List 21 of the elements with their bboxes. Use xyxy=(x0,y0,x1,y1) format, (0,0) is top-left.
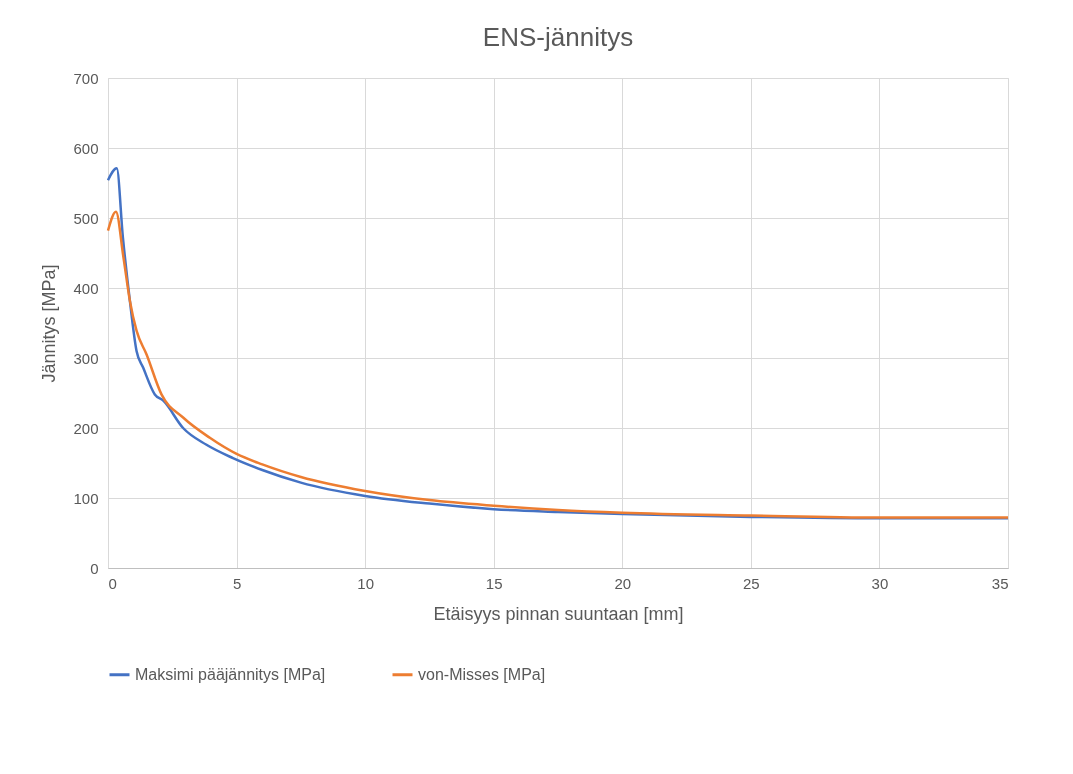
y-tick-label: 0 xyxy=(90,559,99,577)
x-tick-label: 30 xyxy=(871,574,889,592)
x-tick-label: 25 xyxy=(743,574,760,592)
y-tick-label: 400 xyxy=(73,279,99,297)
y-tick-label: 200 xyxy=(73,419,99,437)
x-axis-title: Etäisyys pinnan suuntaan [mm] xyxy=(433,603,684,624)
y-tick-label: 300 xyxy=(73,349,99,367)
x-tick-label: 20 xyxy=(614,574,632,592)
x-tick-label: 5 xyxy=(232,574,242,592)
y-tick-label: 100 xyxy=(73,489,99,507)
y-tick-label: 700 xyxy=(73,69,99,87)
legend-label: Maksimi pääjännitys [MPa] xyxy=(135,665,326,683)
y-axis-title: Jännitys [MPa] xyxy=(39,264,60,383)
x-tick-label: 10 xyxy=(357,574,374,592)
x-tick-label: 0 xyxy=(108,574,117,592)
x-tick-label: 35 xyxy=(991,574,1009,592)
chart-title: ENS-jännitys xyxy=(482,22,634,52)
y-tick-label: 600 xyxy=(73,139,99,157)
y-tick-label: 500 xyxy=(73,209,99,227)
x-tick-label: 15 xyxy=(485,574,503,592)
legend-label: von-Misses [MPa] xyxy=(418,665,546,683)
